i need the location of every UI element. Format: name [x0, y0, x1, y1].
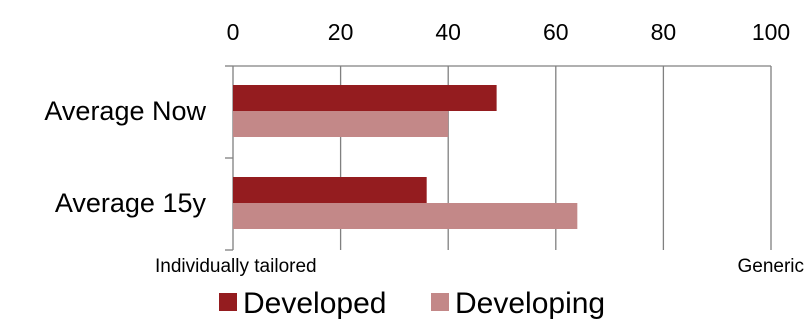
x-tick-label: 40 [435, 19, 461, 45]
annotation-left: Individually tailored [155, 256, 317, 277]
bars [233, 85, 578, 229]
x-tick-label: 60 [543, 19, 569, 45]
category-labels: Average Now Average 15y [44, 96, 206, 218]
bar-developed [233, 85, 497, 111]
x-tick-labels: 0 20 40 60 80 100 [227, 19, 791, 45]
legend: Developed Developing [219, 287, 605, 320]
bar-developing [233, 111, 449, 137]
x-tick-label: 100 [752, 19, 790, 45]
x-tick-label: 20 [328, 19, 354, 45]
category-label: Average 15y [55, 188, 207, 218]
annotation-right: Generic [737, 256, 804, 277]
legend-label: Developed [243, 287, 386, 320]
x-tick-label: 80 [651, 19, 677, 45]
legend-label: Developing [455, 287, 605, 320]
legend-swatch [219, 293, 237, 311]
bar-developed [233, 177, 427, 203]
legend-swatch [431, 293, 449, 311]
category-label: Average Now [44, 96, 206, 126]
bar-developing [233, 203, 578, 229]
x-tick-label: 0 [227, 19, 240, 45]
